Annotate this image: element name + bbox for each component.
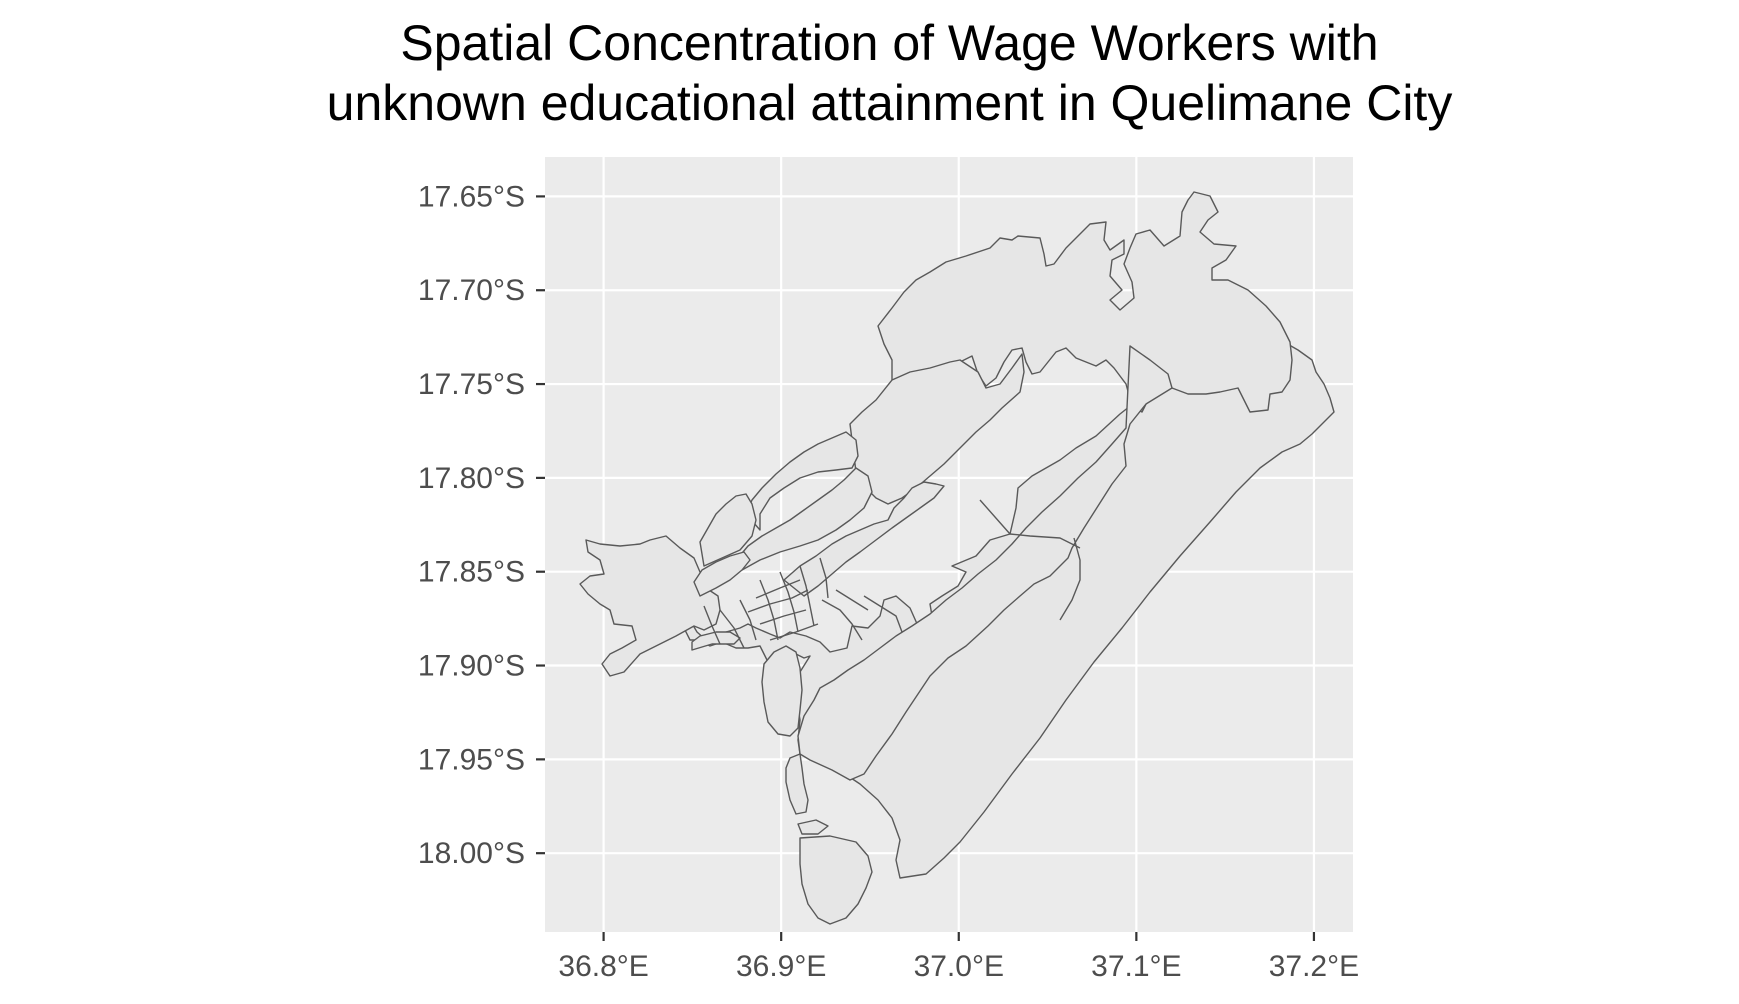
x-tick-label: 37.1°E — [1091, 950, 1181, 983]
block-a — [747, 579, 819, 641]
block-c — [703, 599, 757, 649]
block-g — [1059, 537, 1081, 621]
island-3 — [797, 819, 829, 835]
district-northeast — [877, 191, 1293, 419]
y-tick-label: 17.70°S — [418, 274, 525, 307]
x-tick-label: 37.2°E — [1269, 950, 1359, 983]
district-center-3 — [745, 431, 859, 531]
island-4 — [799, 835, 873, 925]
x-tick-label: 37.0°E — [914, 950, 1004, 983]
y-tick-label: 17.90°S — [418, 650, 525, 683]
district-nw-1 — [699, 493, 757, 567]
y-tick-label: 17.95°S — [418, 743, 525, 776]
y-tick-label: 17.75°S — [418, 368, 525, 401]
district-polygons — [579, 191, 1335, 925]
district-west — [579, 535, 721, 677]
block-d — [821, 589, 869, 641]
y-tick-label: 17.85°S — [418, 556, 525, 589]
block-e — [863, 595, 903, 633]
chart-title-line-1: Spatial Concentration of Wage Workers wi… — [400, 15, 1379, 71]
district-center-2 — [737, 467, 873, 571]
chart-title-line-2: unknown educational attainment in Quelim… — [326, 75, 1453, 131]
island-1 — [761, 645, 803, 737]
island-2 — [785, 753, 809, 815]
y-tick-label: 17.80°S — [418, 462, 525, 495]
y-axis: 17.65°S 17.70°S 17.75°S 17.80°S 17.85°S 17.90… — [418, 180, 545, 870]
block-f — [979, 499, 1081, 549]
y-tick-label: 17.65°S — [418, 180, 525, 213]
district-center-1 — [783, 481, 945, 597]
x-tick-label: 36.9°E — [736, 950, 826, 983]
x-axis: 36.8°E 36.9°E 37.0°E 37.1°E 37.2°E — [558, 932, 1359, 983]
district-east-middle — [797, 345, 1173, 781]
district-nw-2 — [693, 551, 751, 597]
x-tick-label: 36.8°E — [558, 950, 648, 983]
block-b — [759, 557, 829, 641]
y-tick-label: 18.00°S — [418, 837, 525, 870]
